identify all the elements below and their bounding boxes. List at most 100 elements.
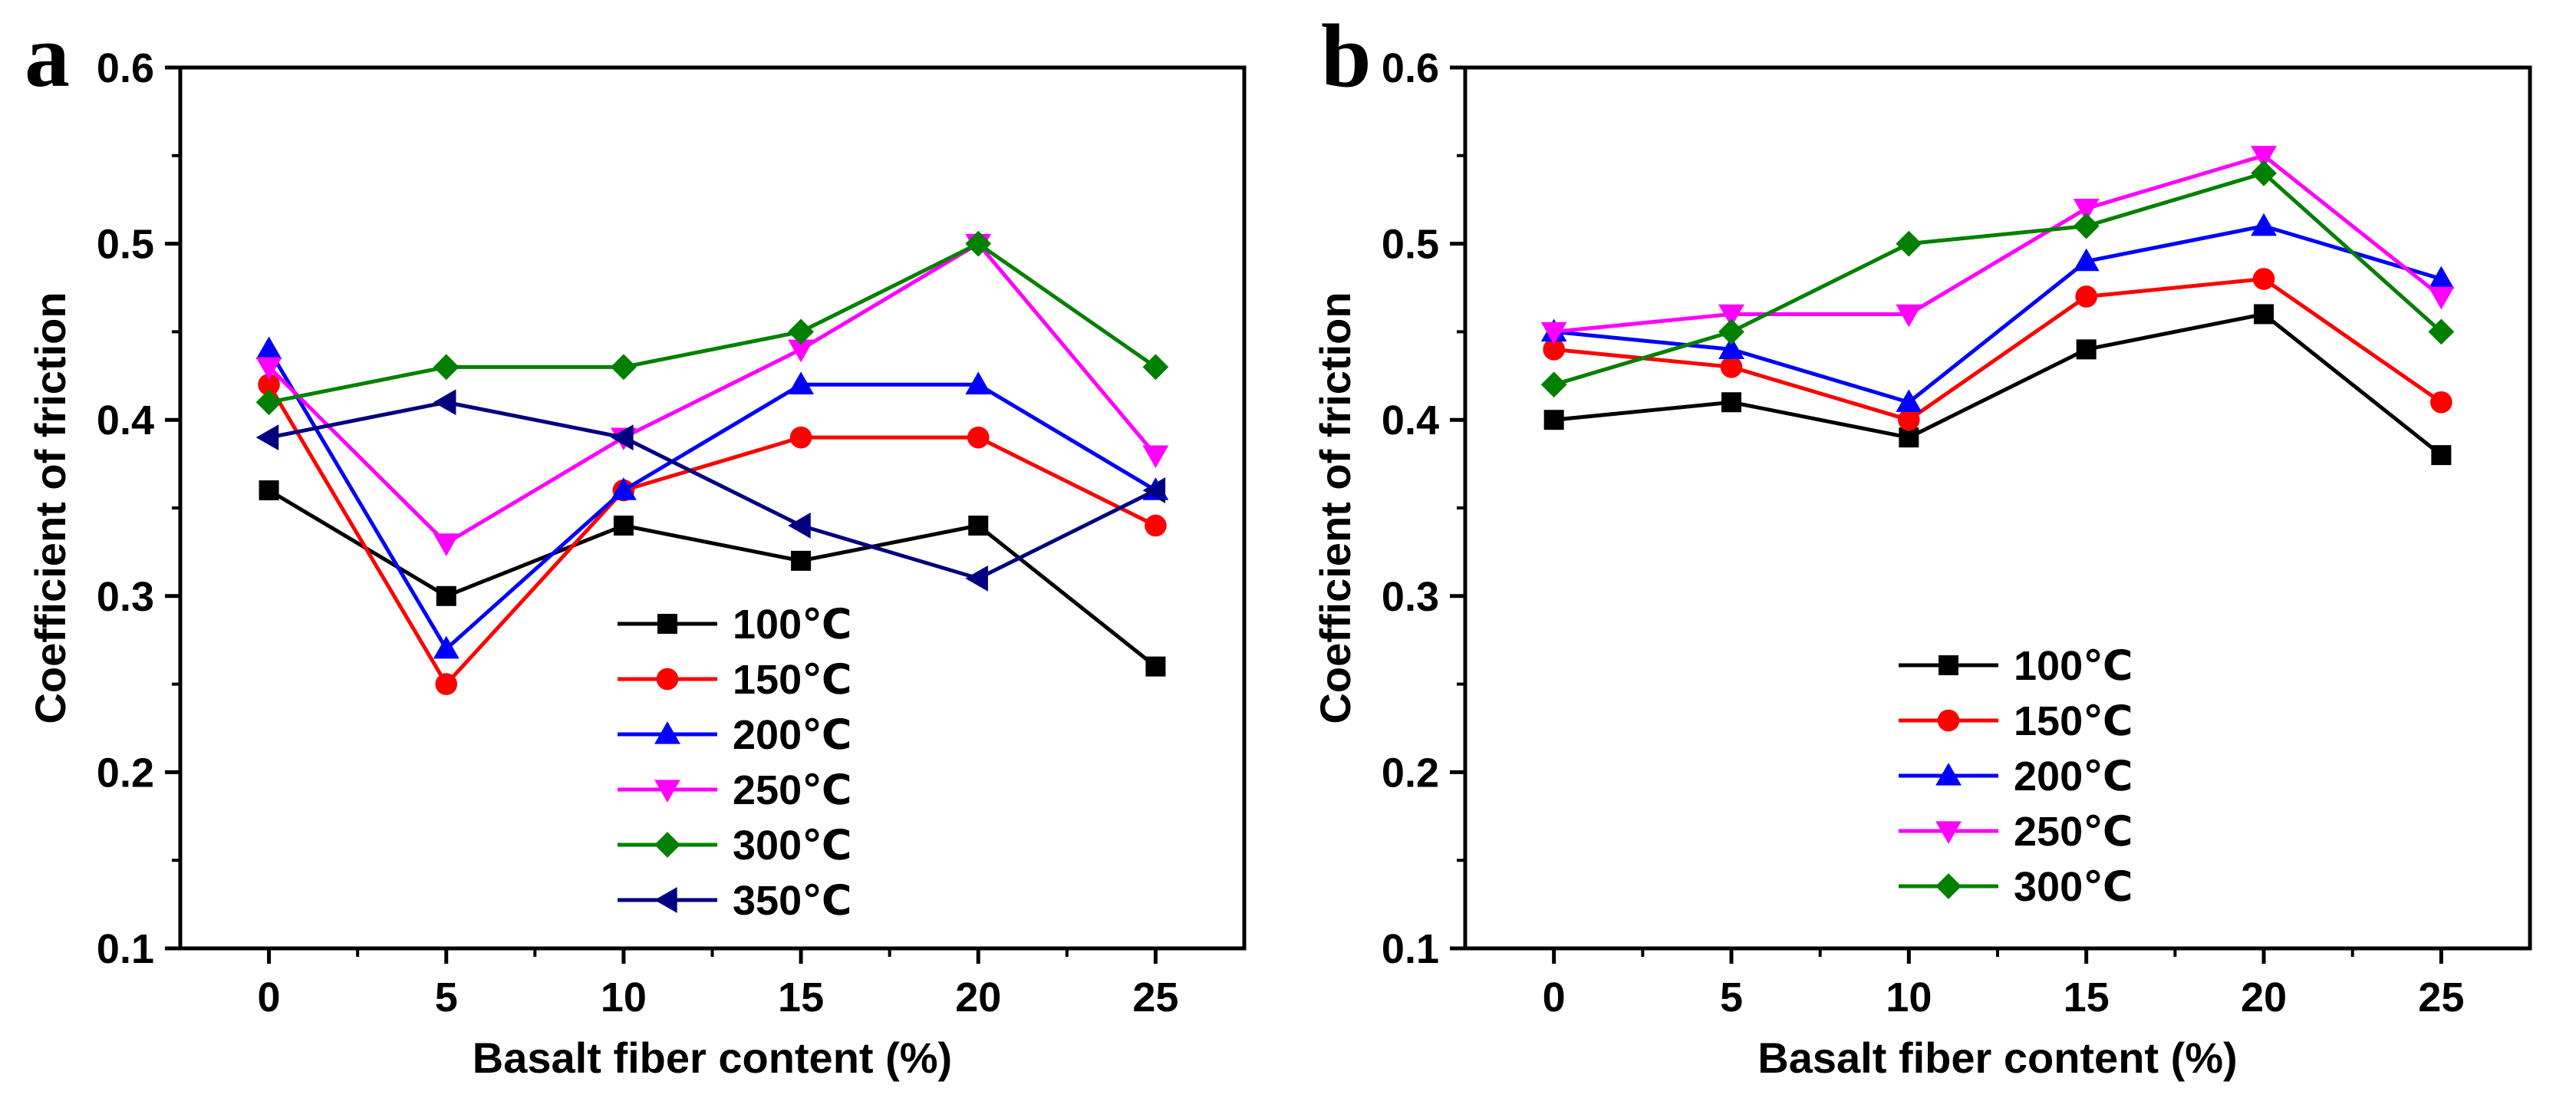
legend-label: 200℃ <box>2014 753 2133 800</box>
y-tick-label: 0.5 <box>97 222 154 268</box>
legend-label: 250℃ <box>733 767 852 813</box>
data-point <box>965 371 992 394</box>
data-point <box>1540 321 1567 345</box>
x-tick-label: 10 <box>601 974 647 1021</box>
series-1 <box>1543 268 2452 431</box>
y-tick-label: 0.1 <box>97 926 154 972</box>
data-point <box>967 426 990 449</box>
data-point <box>2252 268 2275 290</box>
data-point <box>1720 356 1743 378</box>
data-point <box>258 373 280 396</box>
legend-marker <box>1937 709 1960 732</box>
data-point <box>2073 199 2100 222</box>
data-point <box>968 515 989 536</box>
data-point <box>788 513 811 539</box>
series-line <box>1553 224 2443 405</box>
y-tick-label: 0.4 <box>1382 397 1439 443</box>
data-point <box>2251 213 2277 236</box>
chart-panel-b: b 0 5 10 15 20 25 0.1 0.2 0.3 0.4 0.5 0.6 Basalt fibe… <box>1311 5 2532 1082</box>
x-tick-label: 10 <box>1886 974 1932 1021</box>
chart-panel-a: a 0 5 10 15 20 25 0.1 0.2 0.3 0.4 0.5 0.6 Basalt fibe… <box>25 5 1247 1082</box>
data-point <box>788 318 814 345</box>
y-axis-label: Coefficient of friction <box>1311 292 1359 724</box>
data-point <box>1142 354 1169 381</box>
series-0 <box>259 480 1166 677</box>
data-point <box>611 354 637 381</box>
x-tick-label: 15 <box>2064 974 2110 1021</box>
series-line <box>268 241 1157 404</box>
data-point <box>433 635 460 659</box>
legend-marker <box>1935 763 1962 786</box>
data-point <box>1718 318 1744 345</box>
data-point <box>255 424 279 451</box>
data-point <box>613 515 634 536</box>
x-tick-label: 20 <box>955 974 1001 1021</box>
panel-label: b <box>1321 5 1372 106</box>
series-line <box>268 400 1157 581</box>
series-line <box>268 488 1157 668</box>
data-point <box>789 426 812 449</box>
x-tick-label: 15 <box>778 974 824 1021</box>
x-tick-label: 25 <box>2418 974 2464 1021</box>
y-axis-label: Coefficient of friction <box>26 292 74 724</box>
data-point <box>1142 445 1169 469</box>
legend-marker <box>654 887 677 913</box>
series-4 <box>255 230 1169 416</box>
data-point <box>2428 265 2455 289</box>
legend-marker <box>654 721 680 744</box>
data-point <box>2428 318 2455 345</box>
data-point <box>1896 304 1922 328</box>
data-point <box>1898 408 1920 431</box>
series-line <box>267 348 1157 652</box>
legend-label: 150℃ <box>2014 698 2133 744</box>
data-point <box>2251 160 2277 186</box>
x-axis-label: Basalt fiber content (%) <box>1757 1034 2237 1082</box>
legend-label: 300℃ <box>733 823 852 869</box>
data-point <box>433 533 460 556</box>
data-point <box>611 477 637 500</box>
data-point <box>436 585 456 606</box>
series-line <box>1553 276 2443 422</box>
data-point <box>788 339 814 363</box>
series-2 <box>255 336 1169 659</box>
x-axis-label: Basalt fiber content (%) <box>473 1034 952 1082</box>
x-tick-label: 0 <box>258 974 281 1021</box>
series-4 <box>1540 160 2455 398</box>
data-point <box>1543 338 1565 361</box>
legend-label: 150℃ <box>733 657 852 703</box>
data-point <box>2075 285 2097 308</box>
legend-marker <box>1935 873 1962 899</box>
x-tick-label: 0 <box>1543 974 1566 1021</box>
series-line <box>267 241 1158 546</box>
y-tick-label: 0.1 <box>1382 926 1439 972</box>
data-point <box>965 230 992 257</box>
y-tick-label: 0.5 <box>1382 222 1439 268</box>
data-point <box>965 565 988 592</box>
data-point <box>791 550 812 571</box>
panel-label: a <box>25 5 70 106</box>
data-point <box>1896 230 1922 257</box>
y-tick-label: 0.3 <box>97 574 154 620</box>
data-point <box>1721 392 1741 413</box>
y-tick-label: 0.3 <box>1382 574 1439 620</box>
legend-marker <box>656 668 679 691</box>
legend: 100℃ 150℃ 200℃ 250℃ 300℃ 350℃ <box>618 602 852 924</box>
x-tick-label: 20 <box>2241 974 2287 1021</box>
data-point <box>255 336 282 360</box>
x-tick-label: 5 <box>435 974 458 1021</box>
series-line <box>1553 170 2443 387</box>
legend-marker <box>1939 655 1958 675</box>
legend-marker <box>657 614 677 634</box>
series-5 <box>255 389 1166 592</box>
y-tick-label: 0.2 <box>97 750 154 796</box>
series-line <box>1553 153 2443 334</box>
data-point <box>611 424 634 451</box>
y-tick-label: 0.2 <box>1382 750 1439 796</box>
series-line <box>267 384 1157 687</box>
data-point <box>1543 410 1564 430</box>
legend-label: 250℃ <box>2014 809 2133 855</box>
data-point <box>255 357 282 381</box>
data-point <box>1145 656 1166 677</box>
series-line <box>1553 312 2443 457</box>
legend-marker <box>1935 821 1962 844</box>
